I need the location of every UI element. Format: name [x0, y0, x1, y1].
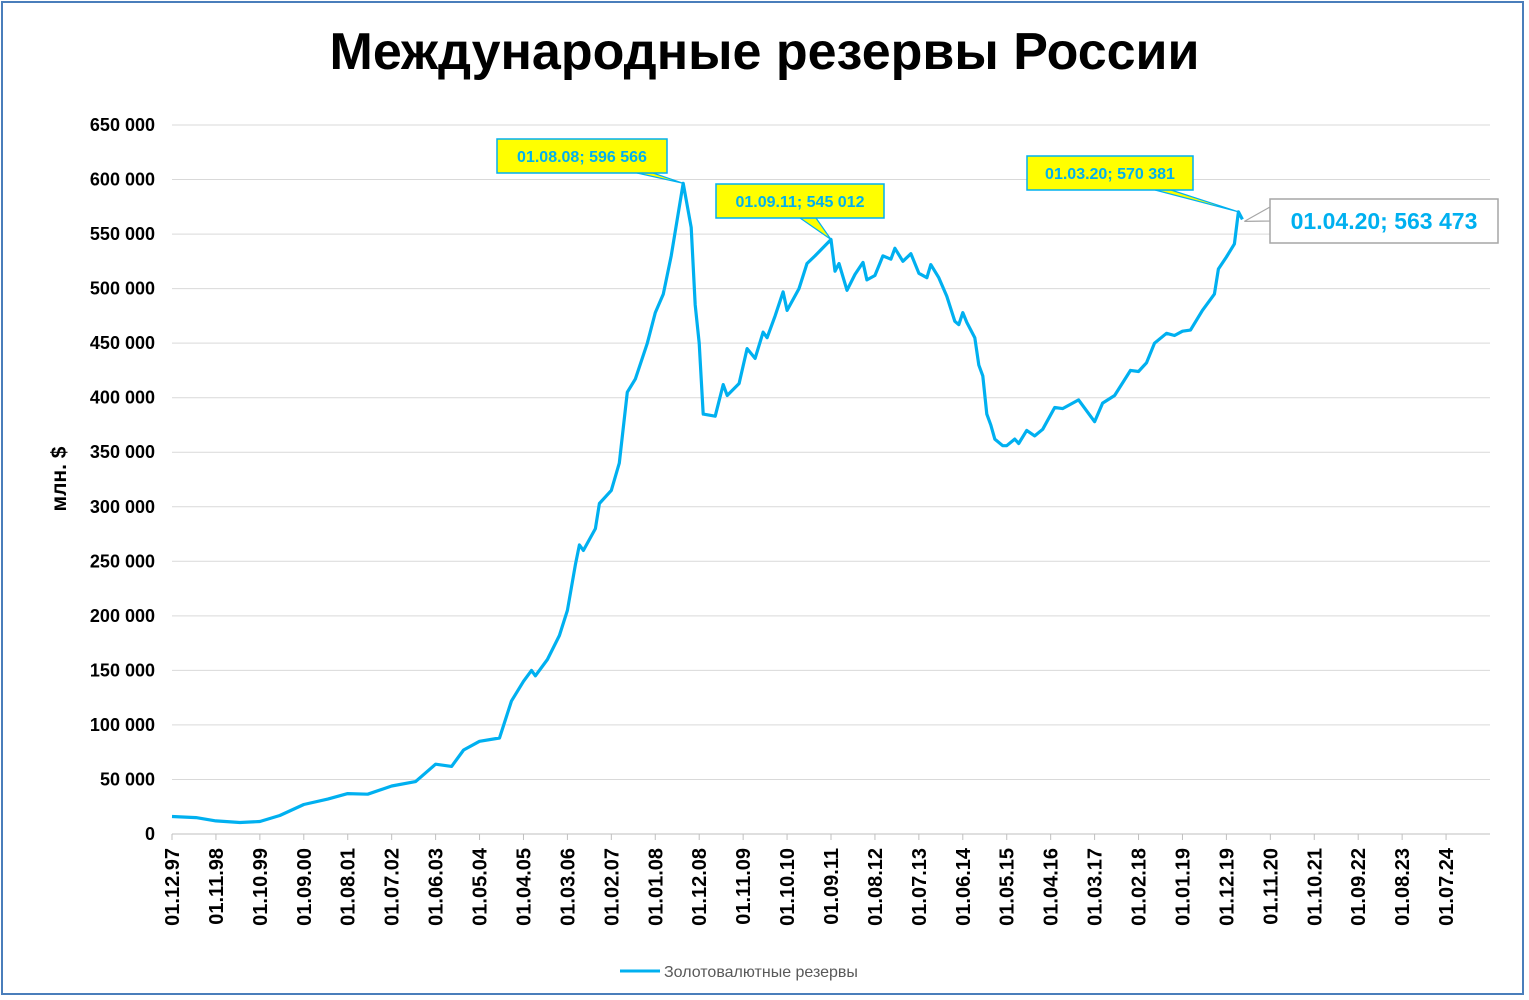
y-tick-label: 50 000: [100, 769, 155, 789]
x-tick-label: 01.03.06: [557, 848, 579, 926]
legend-label: Золотовалютные резервы: [664, 964, 858, 981]
callout-pointer: [1244, 205, 1271, 222]
annotation-callout: 01.09.11; 545 012: [715, 183, 885, 241]
callout-box: [1026, 155, 1194, 191]
annotation-callout: 01.08.08; 596 566: [496, 138, 684, 184]
x-tick-label: 01.11.09: [733, 848, 755, 925]
callout-text: 01.03.20; 570 381: [1045, 166, 1175, 183]
callout-box: [1269, 198, 1499, 244]
x-tick-label: 01.09.22: [1348, 848, 1370, 926]
chart-title: Международные резервы России: [329, 23, 1200, 81]
legend[interactable]: Золотовалютные резервы: [620, 964, 858, 981]
y-tick-label: 600 000: [90, 170, 155, 190]
x-tick-label: 01.10.21: [1304, 848, 1326, 926]
callout-text: 01.04.20; 563 473: [1291, 208, 1478, 234]
callout-pointer: [636, 172, 684, 184]
callout-pointer: [1154, 189, 1239, 213]
y-tick-label: 0: [145, 824, 155, 844]
series-line-reserves: [171, 181, 1244, 825]
callout-text: 01.08.08; 596 566: [517, 149, 647, 166]
grid-lines: [172, 124, 1490, 835]
x-tick-label: 01.06.14: [953, 847, 975, 926]
x-tick-label: 01.12.19: [1216, 848, 1238, 926]
x-tick-label: 01.02.07: [601, 848, 623, 926]
x-tick-label: 01.11.20: [1260, 848, 1282, 925]
y-axis-label: млн. $: [48, 446, 71, 511]
x-tick-label: 01.09.11: [821, 848, 843, 925]
y-tick-label: 500 000: [90, 279, 155, 299]
x-tick-label: 01.12.97: [162, 848, 184, 926]
callout-text: 01.09.11; 545 012: [735, 194, 864, 211]
annotations: 01.08.08; 596 566 01.09.11; 545 012 01.03.…: [496, 138, 1499, 244]
x-tick-label: 01.02.18: [1129, 848, 1151, 926]
x-tick-label: 01.03.17: [1085, 848, 1107, 926]
x-tick-label: 01.07.02: [382, 848, 404, 926]
x-tick-label: 01.05.04: [470, 847, 492, 926]
annotation-callout: 01.04.20; 563 473: [1244, 198, 1499, 244]
y-tick-label: 400 000: [90, 388, 155, 408]
x-tick-label: 01.04.16: [1041, 848, 1063, 926]
x-axis-ticks: 01.12.97 01.11.98 01.10.99 01.09.00 01.08.01…: [162, 834, 1458, 926]
y-tick-label: 450 000: [90, 333, 155, 353]
x-tick-label: 01.10.10: [777, 848, 799, 926]
x-tick-label: 01.11.98: [206, 848, 228, 925]
x-tick-label: 01.01.19: [1172, 848, 1194, 926]
x-tick-label: 01.06.03: [426, 848, 448, 926]
x-tick-label: 01.04.05: [513, 848, 535, 926]
annotation-callout: 01.03.20; 570 381: [1026, 155, 1239, 213]
y-tick-label: 150 000: [90, 660, 155, 680]
callout-box: [496, 138, 668, 174]
x-tick-label: 01.12.08: [689, 848, 711, 926]
callout-box: [715, 183, 885, 219]
y-tick-label: 350 000: [90, 442, 155, 462]
y-tick-label: 200 000: [90, 606, 155, 626]
x-tick-label: 01.08.01: [338, 848, 360, 926]
x-tick-label: 01.08.23: [1392, 848, 1414, 926]
y-tick-label: 250 000: [90, 551, 155, 571]
x-tick-label: 01.05.15: [997, 848, 1019, 926]
y-tick-label: 100 000: [90, 715, 155, 735]
y-tick-label: 300 000: [90, 497, 155, 517]
y-tick-label: 550 000: [90, 224, 155, 244]
x-tick-label: 01.10.99: [250, 848, 272, 926]
x-tick-label: 01.08.12: [865, 848, 887, 926]
y-tick-label: 650 000: [90, 115, 155, 135]
x-tick-label: 01.09.00: [294, 848, 316, 926]
x-tick-label: 01.07.24: [1436, 847, 1458, 926]
y-axis-ticks: 0 50 000 100 000 150 000 200 000 250 000 300 0…: [90, 115, 155, 844]
x-tick-label: 01.07.13: [909, 848, 931, 926]
callout-pointer: [798, 217, 832, 241]
x-tick-label: 01.01.08: [645, 848, 667, 926]
